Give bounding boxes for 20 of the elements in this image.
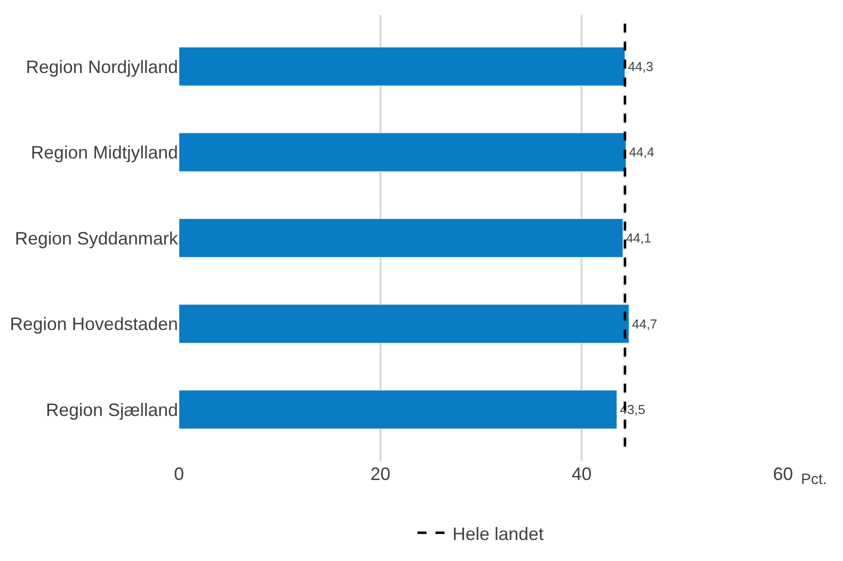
y-tick-label: Region Hovedstaden — [10, 314, 178, 334]
x-tick-label: 60 — [772, 464, 794, 484]
bar — [179, 390, 618, 430]
bar — [179, 304, 630, 344]
bar — [179, 132, 626, 172]
legend-label: Hele landet — [452, 524, 544, 544]
bar — [179, 218, 624, 258]
data-label: 44,7 — [632, 316, 658, 332]
x-tick-label: 0 — [174, 464, 184, 484]
y-tick-label: Region Sjælland — [46, 400, 178, 420]
bar — [179, 46, 626, 86]
x-tick-label: 40 — [572, 464, 592, 484]
y-tick-label: Region Syddanmark — [14, 228, 179, 248]
x-axis-title: Pct. — [801, 471, 827, 488]
data-label: 44,1 — [626, 230, 652, 246]
data-label: 44,3 — [628, 58, 654, 74]
y-tick-label: Region Midtjylland — [30, 142, 178, 163]
x-tick-label: 20 — [370, 464, 390, 484]
y-tick-label: Region Nordjylland — [26, 56, 178, 77]
data-label: 44,4 — [628, 144, 654, 160]
